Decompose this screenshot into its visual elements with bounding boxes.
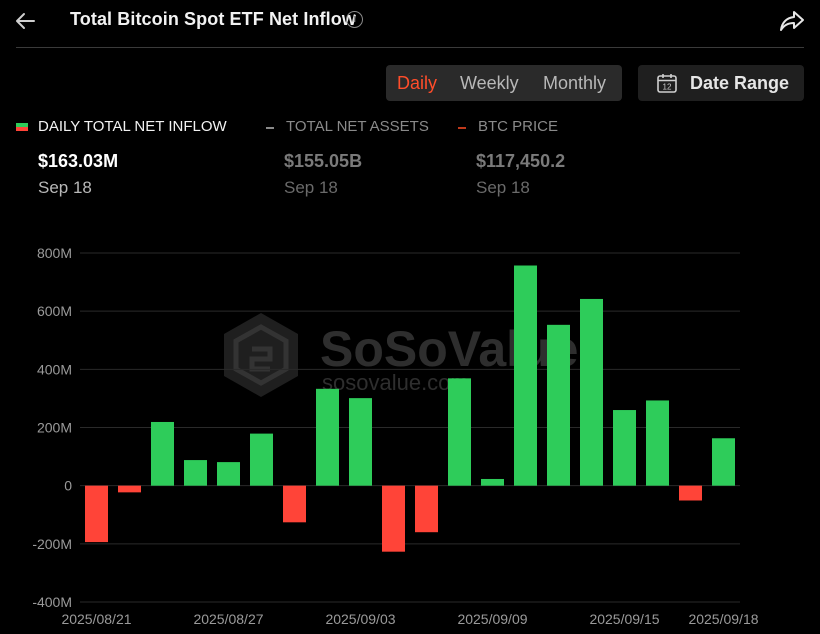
x-tick-label: 2025/09/03 xyxy=(325,611,395,627)
period-selector: Daily Weekly Monthly xyxy=(386,65,622,101)
bars xyxy=(85,265,735,552)
watermark-brand: SoSoValue xyxy=(320,321,578,377)
bar-2025-09-02[interactable] xyxy=(316,388,339,486)
inflow-bar-chart[interactable]: SoSoValue sosovalue.com -400M -200M 0 200M 4… xyxy=(0,230,820,634)
share-icon[interactable] xyxy=(778,8,806,34)
btc-price-value: $117,450.2 xyxy=(476,151,566,171)
bar-2025-09-10[interactable] xyxy=(514,265,537,486)
header-divider xyxy=(16,47,804,48)
y-axis: -400M -200M 0 200M 400M 600M 800M xyxy=(32,245,72,610)
bar-2025-08-29[interactable] xyxy=(283,485,306,523)
date-range-label: Date Range xyxy=(690,73,790,93)
tab-monthly[interactable]: Monthly xyxy=(543,73,607,93)
bar-2025-09-18[interactable] xyxy=(712,438,735,486)
page-title: Total Bitcoin Spot ETF Net Inflow xyxy=(70,9,356,29)
y-tick-label: 800M xyxy=(37,245,72,261)
bar-2025-08-22[interactable] xyxy=(118,485,141,493)
bar-2025-09-16[interactable] xyxy=(646,400,669,486)
net-assets-value: $155.05B xyxy=(284,151,363,171)
legend-swatch-assets xyxy=(266,127,274,129)
bar-2025-08-27[interactable] xyxy=(217,462,240,486)
x-tick-label: 2025/09/09 xyxy=(457,611,527,627)
bar-2025-09-05[interactable] xyxy=(415,485,438,533)
y-tick-label: -400M xyxy=(32,594,72,610)
bar-2025-09-04[interactable] xyxy=(382,485,405,552)
y-tick-label: 400M xyxy=(37,361,72,377)
top-bar: Total Bitcoin Spot ETF Net Inflow i xyxy=(0,0,820,48)
grid-lines xyxy=(80,252,740,603)
bar-2025-08-26[interactable] xyxy=(184,460,207,486)
x-axis: 2025/08/21 2025/08/27 2025/09/03 2025/09/09… xyxy=(61,611,758,627)
y-tick-label: 600M xyxy=(37,303,72,319)
bar-2025-09-09[interactable] xyxy=(481,478,504,486)
bar-2025-09-15[interactable] xyxy=(613,410,636,486)
x-tick-label: 2025/08/21 xyxy=(61,611,131,627)
tab-daily[interactable]: Daily xyxy=(397,73,438,93)
bar-2025-08-28[interactable] xyxy=(250,433,273,486)
legend-swatch-inflow xyxy=(16,123,28,131)
legend-label: TOTAL NET ASSETS xyxy=(286,118,429,135)
bar-2025-09-17[interactable] xyxy=(679,485,702,501)
sosovalue-logo-icon xyxy=(224,313,298,397)
legend-swatch-btc xyxy=(458,127,466,129)
bar-2025-08-21[interactable] xyxy=(85,485,108,543)
bar-2025-08-25[interactable] xyxy=(151,421,174,486)
y-tick-label: 200M xyxy=(37,420,72,436)
info-icon[interactable]: i xyxy=(346,11,363,28)
y-tick-label: -200M xyxy=(32,536,72,552)
calendar-icon: 12 xyxy=(657,74,677,93)
x-tick-label: 2025/09/18 xyxy=(688,611,758,627)
arrow-left-icon[interactable] xyxy=(12,8,38,34)
tab-weekly[interactable]: Weekly xyxy=(460,73,519,93)
bar-2025-09-12[interactable] xyxy=(580,298,603,486)
calendar-icon-day: 12 xyxy=(663,83,672,92)
net-assets-date: Sep 18 xyxy=(284,178,338,197)
bar-2025-09-08[interactable] xyxy=(448,378,471,486)
watermark-url: sosovalue.com xyxy=(322,370,469,395)
x-tick-label: 2025/08/27 xyxy=(193,611,263,627)
y-tick-label: 0 xyxy=(64,478,72,494)
inflow-value: $163.03M xyxy=(38,151,119,171)
x-tick-label: 2025/09/15 xyxy=(589,611,659,627)
legend-label: DAILY TOTAL NET INFLOW xyxy=(38,118,227,135)
bar-2025-09-11[interactable] xyxy=(547,324,570,486)
btc-price-date: Sep 18 xyxy=(476,178,530,197)
legend-label: BTC PRICE xyxy=(478,118,559,135)
inflow-date: Sep 18 xyxy=(38,178,92,197)
date-range-button[interactable]: 12 Date Range xyxy=(638,65,804,101)
bar-2025-09-03[interactable] xyxy=(349,398,372,486)
